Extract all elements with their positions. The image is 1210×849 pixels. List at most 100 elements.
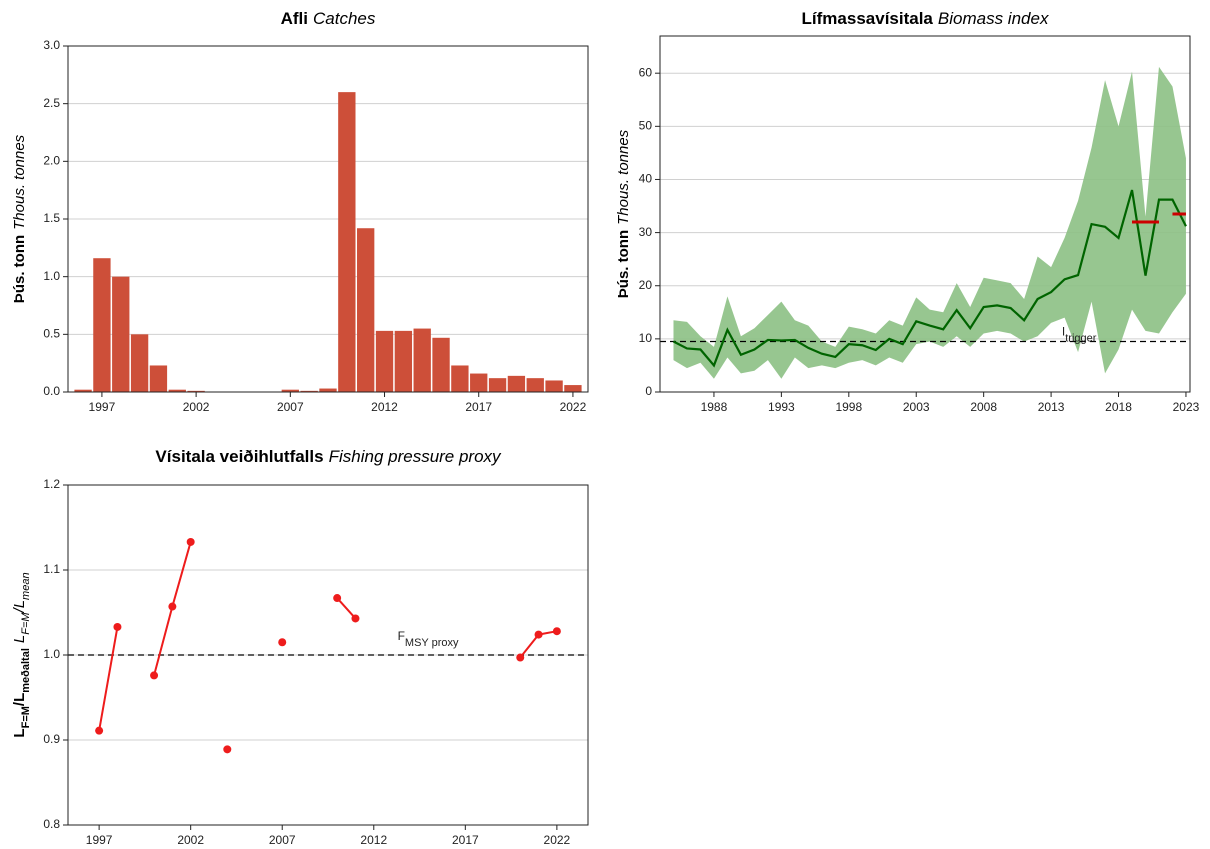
- x-tick-label: 1993: [768, 400, 795, 414]
- x-tick-label: 2017: [452, 833, 479, 847]
- y-label-subscript: F=M: [20, 706, 32, 728]
- y-tick-label: 3.0: [43, 38, 60, 52]
- bar: [112, 276, 130, 392]
- x-tick-label: 2007: [269, 833, 296, 847]
- y-axis-label: Þús. tonn Thous. tonnes: [11, 134, 28, 303]
- y-tick-label: 1.5: [43, 211, 60, 225]
- title-main: Vísitala veiðihlutfalls: [155, 447, 323, 466]
- y-label-subscript: meðaltal: [20, 648, 32, 693]
- bar: [470, 373, 488, 392]
- y-tick-label: 0: [645, 384, 652, 398]
- y-label-subscript: mean: [20, 572, 32, 600]
- panel: Vísitala veiðihlutfalls Fishing pressure …: [11, 447, 589, 847]
- x-tick-label: 2017: [465, 400, 492, 414]
- title-english: Catches: [313, 9, 376, 28]
- bar: [338, 92, 356, 392]
- x-tick-label: 2007: [277, 400, 304, 414]
- x-tick-label: 2003: [903, 400, 930, 414]
- point: [552, 627, 561, 636]
- y-tick-label: 1.0: [43, 269, 60, 283]
- y-tick-label: 40: [639, 172, 653, 186]
- bar: [168, 389, 186, 392]
- x-tick-label: 2012: [371, 400, 398, 414]
- x-tick-label: 2002: [177, 833, 204, 847]
- y-label-subscript: F=M: [20, 612, 32, 635]
- bar: [413, 328, 431, 392]
- reference-label: FMSY proxy: [398, 629, 459, 649]
- x-tick-label: 2002: [183, 400, 210, 414]
- bar: [357, 228, 375, 392]
- bar: [187, 390, 205, 392]
- title-english: Fishing pressure proxy: [329, 447, 502, 466]
- bar: [130, 334, 149, 392]
- bar: [319, 388, 337, 392]
- y-label-part: /L: [11, 600, 28, 614]
- panel: Afli Catches Þús. tonn Thous. tonnes 0.0 0.5 1…: [11, 9, 589, 414]
- bar: [526, 378, 544, 392]
- title-english: Biomass index: [938, 9, 1049, 28]
- y-tick-label: 1.0: [43, 647, 60, 661]
- x-tick-label: 1998: [835, 400, 862, 414]
- bar: [432, 337, 450, 392]
- point: [113, 622, 122, 631]
- y-tick-label: 0.9: [43, 732, 60, 746]
- point: [168, 602, 177, 611]
- y-axis-label: LF=M/LmeðaltalLF=M/Lmean: [11, 572, 32, 737]
- chart-title: Lífmassavísitala Biomass index: [802, 9, 1049, 28]
- y-tick-label: 60: [639, 65, 653, 79]
- point: [534, 630, 543, 639]
- title-main: Afli: [281, 9, 308, 28]
- y-label-english: Thous. tonnes: [11, 134, 28, 230]
- y-tick-label: 0.5: [43, 327, 60, 341]
- panel: Lífmassavísitala Biomass index Þús. tonn Th…: [615, 9, 1200, 414]
- point: [516, 653, 525, 662]
- point: [150, 671, 159, 680]
- y-tick-label: 20: [639, 278, 653, 292]
- reference-label-subscript: trigger: [1065, 332, 1097, 344]
- bar: [93, 258, 111, 392]
- x-tick-label: 2013: [1038, 400, 1065, 414]
- bar: [545, 380, 563, 392]
- bar: [375, 330, 394, 392]
- x-tick-label: 2018: [1105, 400, 1132, 414]
- point: [351, 614, 360, 623]
- x-tick-label: 2022: [560, 400, 587, 414]
- confidence-band: [673, 66, 1186, 379]
- y-label-main: Þús. tonn: [615, 230, 632, 298]
- reference-label-subscript: MSY proxy: [405, 637, 459, 649]
- reference-label: Itrigger: [1062, 325, 1097, 345]
- y-axis-label: Þús. tonn Thous. tonnes: [615, 129, 632, 298]
- point: [95, 726, 104, 735]
- chart-title: Afli Catches: [281, 9, 376, 28]
- y-tick-label: 2.0: [43, 154, 60, 168]
- bar: [564, 385, 582, 392]
- bar: [300, 390, 318, 392]
- y-tick-label: 30: [639, 225, 653, 239]
- bar: [281, 389, 299, 392]
- bar: [74, 389, 92, 392]
- y-tick-label: 10: [639, 331, 653, 345]
- bar: [149, 365, 168, 392]
- plot-frame: [659, 35, 1191, 393]
- x-tick-label: 2022: [544, 833, 571, 847]
- y-label-english: Thous. tonnes: [615, 129, 632, 225]
- point: [278, 638, 287, 647]
- y-tick-label: 0.0: [43, 384, 60, 398]
- point: [186, 537, 195, 546]
- reference-label-main: F: [398, 629, 405, 643]
- x-tick-label: 2008: [970, 400, 997, 414]
- bar: [451, 365, 469, 392]
- x-tick-label: 2012: [360, 833, 387, 847]
- x-tick-label: 2023: [1173, 400, 1200, 414]
- point: [333, 594, 342, 603]
- y-tick-label: 1.2: [43, 477, 60, 491]
- bar: [507, 375, 526, 392]
- y-tick-label: 1.1: [43, 562, 60, 576]
- x-tick-label: 1997: [89, 400, 116, 414]
- line: [672, 189, 1187, 368]
- bar: [488, 378, 507, 392]
- title-main: Lífmassavísitala: [802, 9, 934, 28]
- y-label-main: Þús. tonn: [11, 235, 28, 303]
